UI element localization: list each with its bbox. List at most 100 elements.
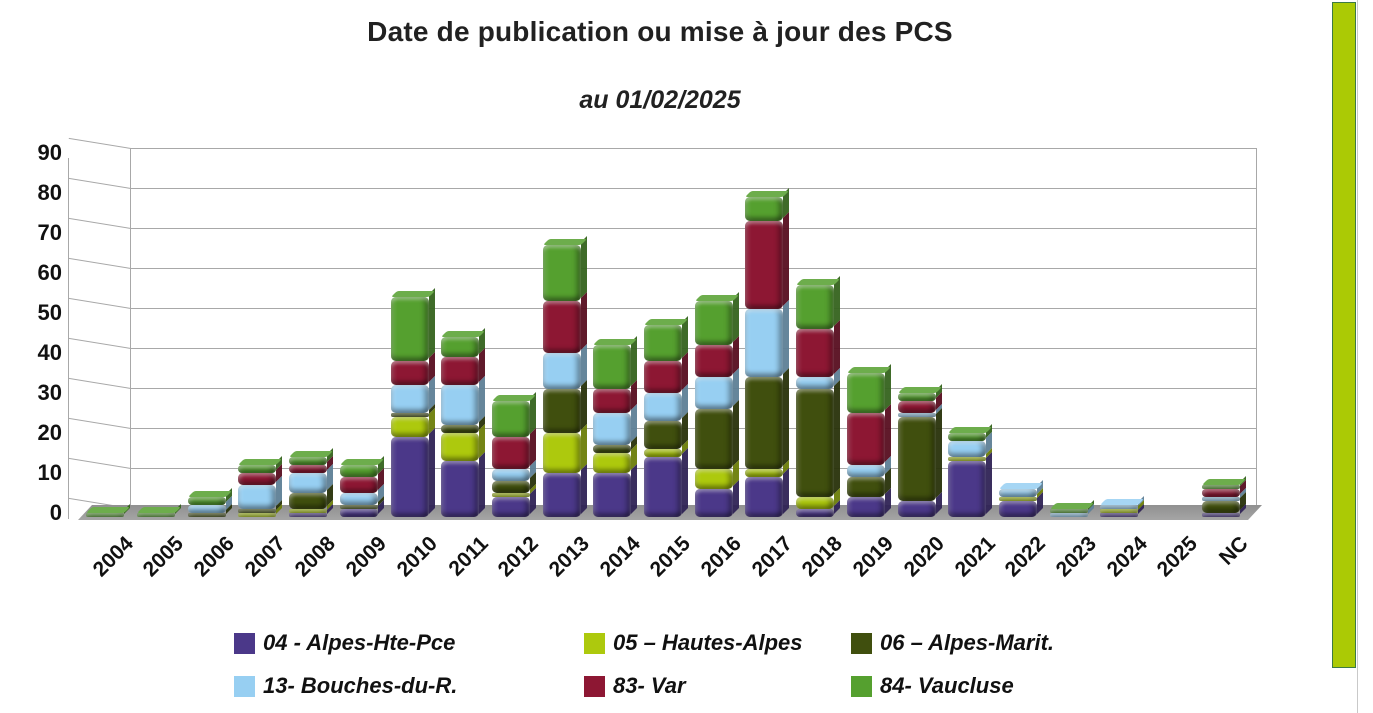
bar-segment [694, 292, 739, 345]
bar-slot-2020 [891, 157, 942, 517]
bar-slot-2008 [283, 157, 334, 517]
bar-top-face [1049, 503, 1094, 509]
bar-segment [846, 456, 891, 477]
bar-segment-side-face [580, 292, 587, 350]
bar-top-face [593, 339, 638, 345]
legend-swatch [234, 675, 255, 697]
bar-top-face [1201, 479, 1246, 485]
stacked-bar-2024 [1100, 496, 1145, 517]
bar-slot-2007 [232, 157, 283, 517]
bar-segment [796, 368, 841, 389]
gridline [130, 268, 1256, 269]
bar-segment-side-face [428, 428, 435, 514]
x-label-slot: 2019 [841, 522, 898, 592]
chart-subtitle: au 01/02/2025 [579, 86, 741, 114]
bar-segment-side-face [783, 300, 790, 374]
bar-top-face [390, 291, 435, 297]
bar-segment [1201, 504, 1246, 517]
bar-segment [491, 428, 536, 469]
bar-segment [796, 488, 841, 509]
bar-segment [644, 352, 689, 393]
x-label-slot: 2018 [790, 522, 847, 592]
bar-segment-side-face [580, 464, 587, 514]
x-label-slot: 2007 [232, 522, 289, 592]
bar-segment [390, 408, 435, 437]
y-tick-label: 80 [37, 180, 62, 205]
legend-item: 05 – Hautes-Alpes [584, 630, 851, 656]
bar-segment-side-face [732, 400, 739, 466]
bar-segment [187, 496, 232, 513]
legend-label: 06 – Alpes-Marit. [880, 630, 1055, 655]
bar-segment [745, 468, 790, 517]
bar-segment-side-face [834, 380, 841, 494]
x-axis-labels: 2004 2005 2006 2007 2008 2009 2010 2011 2012 2013… [80, 522, 1253, 592]
bar-segment [339, 500, 384, 517]
bar-segment [441, 424, 486, 461]
bar-slot-2016 [688, 157, 739, 517]
bar-top-face [948, 427, 993, 433]
bar-segment [593, 380, 638, 413]
x-label-slot: 2021 [942, 522, 999, 592]
bar-segment-side-face [935, 408, 942, 498]
bar-segment-side-face [884, 488, 891, 514]
bar-segment [745, 460, 790, 477]
stacked-bar-2019 [846, 364, 891, 517]
bar-top-face [745, 191, 790, 197]
legend-label: 04 - Alpes-Hte-Pce [263, 630, 456, 655]
bar-segment [593, 444, 638, 473]
gridline [130, 428, 1256, 429]
bar-top-face [897, 387, 942, 393]
stacked-bar-2021 [948, 424, 993, 517]
bar-top-face [441, 331, 486, 337]
bar-top-face [846, 367, 891, 373]
bar-segment [289, 484, 334, 509]
legend-swatch [234, 632, 255, 654]
legend-swatch [584, 675, 605, 697]
front-axis-line [68, 158, 69, 519]
bar-segment-side-face [682, 448, 689, 514]
stacked-bar-2011 [441, 328, 486, 517]
bar-segment [796, 320, 841, 377]
bar-segment [390, 352, 435, 385]
bar-slot-2014 [587, 157, 638, 517]
legend-item: 04 - Alpes-Hte-Pce [234, 630, 584, 656]
x-label-slot: 2012 [486, 522, 543, 592]
bar-top-face [542, 239, 587, 245]
bar-segment-side-face [783, 368, 790, 466]
bar-segment [897, 404, 942, 417]
legend-swatch [851, 632, 872, 654]
bar-segment [1100, 496, 1145, 509]
bar-segment [238, 464, 283, 485]
stacked-bar-2009 [339, 456, 384, 517]
bar-slot-2022 [993, 157, 1044, 517]
stacked-bar-2012 [491, 392, 536, 517]
bar-slot-2013 [536, 157, 587, 517]
x-label-slot: 2004 [80, 522, 137, 592]
bar-top-face [694, 295, 739, 301]
bar-segment [694, 336, 739, 377]
bar-segment [796, 500, 841, 517]
y-tick-label: 70 [37, 220, 62, 245]
bar-segment [694, 400, 739, 469]
bar-segment [948, 448, 993, 461]
legend-item: 83- Var [584, 673, 851, 699]
bar-segment [86, 504, 131, 517]
bar-segment [441, 348, 486, 385]
stacked-bar-2017 [745, 188, 790, 517]
gridline [130, 308, 1256, 309]
bar-slot-2006 [181, 157, 232, 517]
bar-segment [999, 480, 1043, 497]
bar-segment-side-face [783, 468, 790, 514]
bar-segment [1049, 500, 1094, 513]
stacked-bar-2014 [593, 336, 638, 517]
bar-segment [948, 452, 993, 517]
bar-segment [644, 412, 689, 449]
y-tick-label: 30 [37, 380, 62, 405]
bar-segment [289, 500, 334, 513]
bar-segment-side-face [580, 424, 587, 470]
bar-segment [694, 368, 739, 409]
bar-segment [999, 492, 1043, 517]
bar-segment [339, 484, 384, 505]
x-label-slot: 2024 [1094, 522, 1151, 592]
bar-slot-2024 [1094, 157, 1145, 517]
